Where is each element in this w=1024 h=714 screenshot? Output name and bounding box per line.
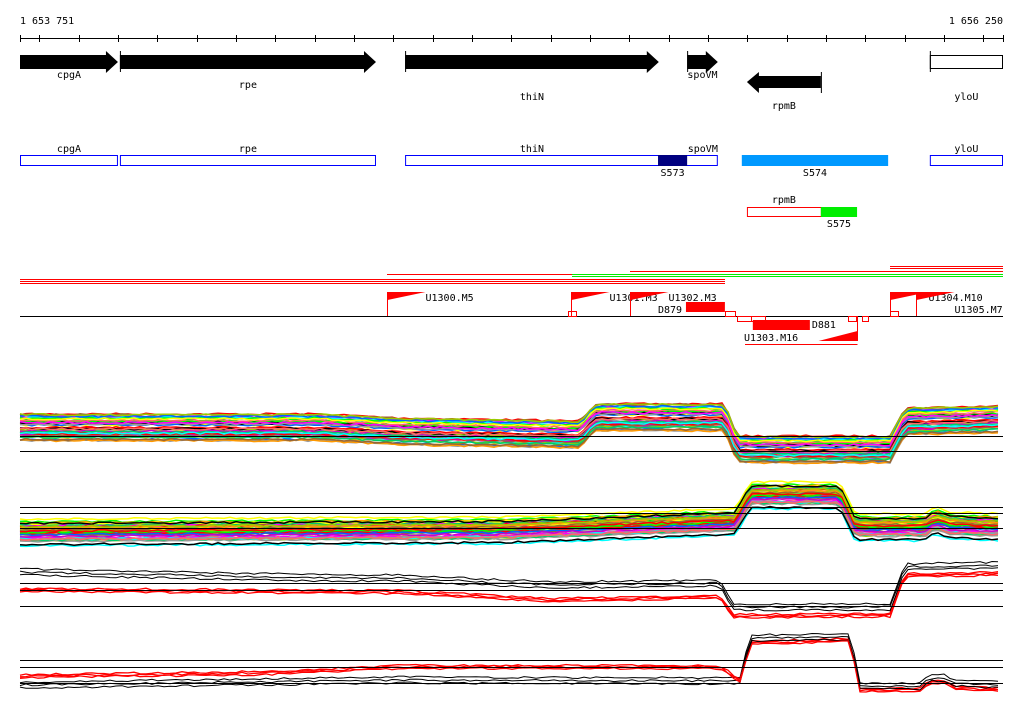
expression-trace-panel-1 <box>19 411 999 447</box>
region-label: S573 <box>661 168 685 179</box>
feature-label: U1305.M7 <box>955 305 1003 316</box>
feature-D879: D879 <box>658 302 725 316</box>
flag-icon <box>818 331 858 341</box>
segment-box-rpe <box>119 155 376 166</box>
expression-trace-panel-3 <box>19 574 999 619</box>
expression-trace-panel-2 <box>19 487 999 529</box>
breakpoint-box <box>862 316 869 322</box>
expression-trace-panel-1 <box>19 409 999 446</box>
region-label: S574 <box>803 168 827 179</box>
expression-trace-panel-2 <box>19 499 999 540</box>
expression-trace-panel-1 <box>19 402 999 439</box>
expression-trace-panel-2 <box>19 484 999 525</box>
segment-box-cpgA <box>20 155 118 166</box>
ruler-start-label: 1 653 751 <box>20 16 74 27</box>
gene-label: thiN <box>520 92 544 103</box>
gene-arrow <box>405 51 659 73</box>
feature-label: U1300.M5 <box>426 293 474 304</box>
flag-icon <box>571 292 610 300</box>
gene-label: spoVM <box>687 70 717 81</box>
breakpoint-box <box>848 316 857 322</box>
feature-label: D879 <box>658 305 682 316</box>
flag-icon <box>630 292 669 300</box>
gene-yloU: yloU <box>929 51 1003 103</box>
breakpoint-box <box>751 316 766 322</box>
breakpoint-box <box>725 311 736 317</box>
feature-D881: D881 <box>752 320 836 331</box>
segment-label: rpe <box>239 144 257 155</box>
segment-label: yloU <box>954 144 978 155</box>
expression-trace-panel-2 <box>19 500 999 541</box>
rpmB-box <box>746 207 822 217</box>
segment-box-thiN <box>405 155 718 166</box>
gene-spoVM: spoVM <box>687 51 718 81</box>
down-region <box>752 320 810 330</box>
expression-trace-panel-1 <box>19 421 999 457</box>
flag-icon <box>387 292 426 300</box>
breakpoint-box <box>568 311 577 317</box>
region-S575 <box>820 207 858 217</box>
breakpoint-box <box>890 311 899 317</box>
feature-label: U1303.M16 <box>744 333 798 344</box>
expression-trace-panel-4 <box>19 635 999 688</box>
expression-trace-panel-1 <box>19 427 999 464</box>
expression-trace-panel-1 <box>19 404 999 440</box>
feature-U1300.M5: U1300.M5 <box>387 292 474 316</box>
gene-rpe: rpe <box>119 51 376 91</box>
expression-trace-panel-2 <box>19 489 999 529</box>
expression-trace-panel-3 <box>19 567 999 612</box>
rpmB-box-label: rpmB <box>772 195 796 206</box>
expression-trace-panel-1 <box>19 425 999 462</box>
gene-label: yloU <box>954 92 978 103</box>
expression-trace-panel-3 <box>19 572 999 618</box>
feature-label: D881 <box>812 320 836 331</box>
expression-trace-panel-4 <box>19 640 999 693</box>
expression-trace-panel-2 <box>19 505 999 546</box>
gene-label: cpgA <box>57 70 81 81</box>
gene-arrow <box>20 51 118 73</box>
expression-trace-panel-1 <box>19 420 999 456</box>
expression-trace-panel-4 <box>19 637 999 690</box>
gene-rpmB: rpmB <box>746 72 822 112</box>
expression-trace-panel-2 <box>19 483 999 524</box>
expression-trace-panel-2 <box>19 480 999 521</box>
feature-label: U1302.M3 <box>669 293 717 304</box>
ruler-end-label: 1 656 250 <box>949 16 1003 27</box>
segment-label: thiN <box>520 144 544 155</box>
region-S574 <box>741 155 889 166</box>
segment-label: cpgA <box>57 144 81 155</box>
region-label: S575 <box>827 219 851 230</box>
expression-trace-panel-3 <box>19 560 999 606</box>
gene-arrow-reverse <box>746 72 821 93</box>
segment-label: spoVM <box>688 144 718 155</box>
gene-label: rpe <box>239 80 257 91</box>
expression-trace-panel-2 <box>19 495 999 537</box>
down-region <box>685 302 725 312</box>
expression-trace-panel-1 <box>19 417 999 453</box>
gene-arrow <box>687 51 718 73</box>
gene-box-partial <box>929 55 1003 69</box>
expression-trace-panel-4 <box>19 632 999 685</box>
flag-icon <box>916 292 955 300</box>
gene-cpgA: cpgA <box>20 51 118 81</box>
expression-trace-panel-1 <box>19 407 999 443</box>
gene-label: rpmB <box>772 101 796 112</box>
region-S573 <box>658 155 688 166</box>
segment-box-yloU <box>929 155 1003 166</box>
expression-trace-panel-1 <box>19 408 999 445</box>
expression-trace-panel-2 <box>19 502 999 543</box>
breakpoint-box <box>737 316 752 322</box>
gene-arrow <box>119 51 376 73</box>
gene-thiN: thiN <box>405 51 659 103</box>
feature-label: U1304.M10 <box>929 293 983 304</box>
expression-trace-panel-3 <box>19 570 999 616</box>
feature-U1303.M16: U1303.M16 <box>744 316 858 345</box>
feature-U1302.M3: U1302.M3 <box>630 292 717 316</box>
expression-trace-panel-2 <box>19 497 999 538</box>
feature-U1305.M7: U1305.M7 <box>916 292 1003 316</box>
